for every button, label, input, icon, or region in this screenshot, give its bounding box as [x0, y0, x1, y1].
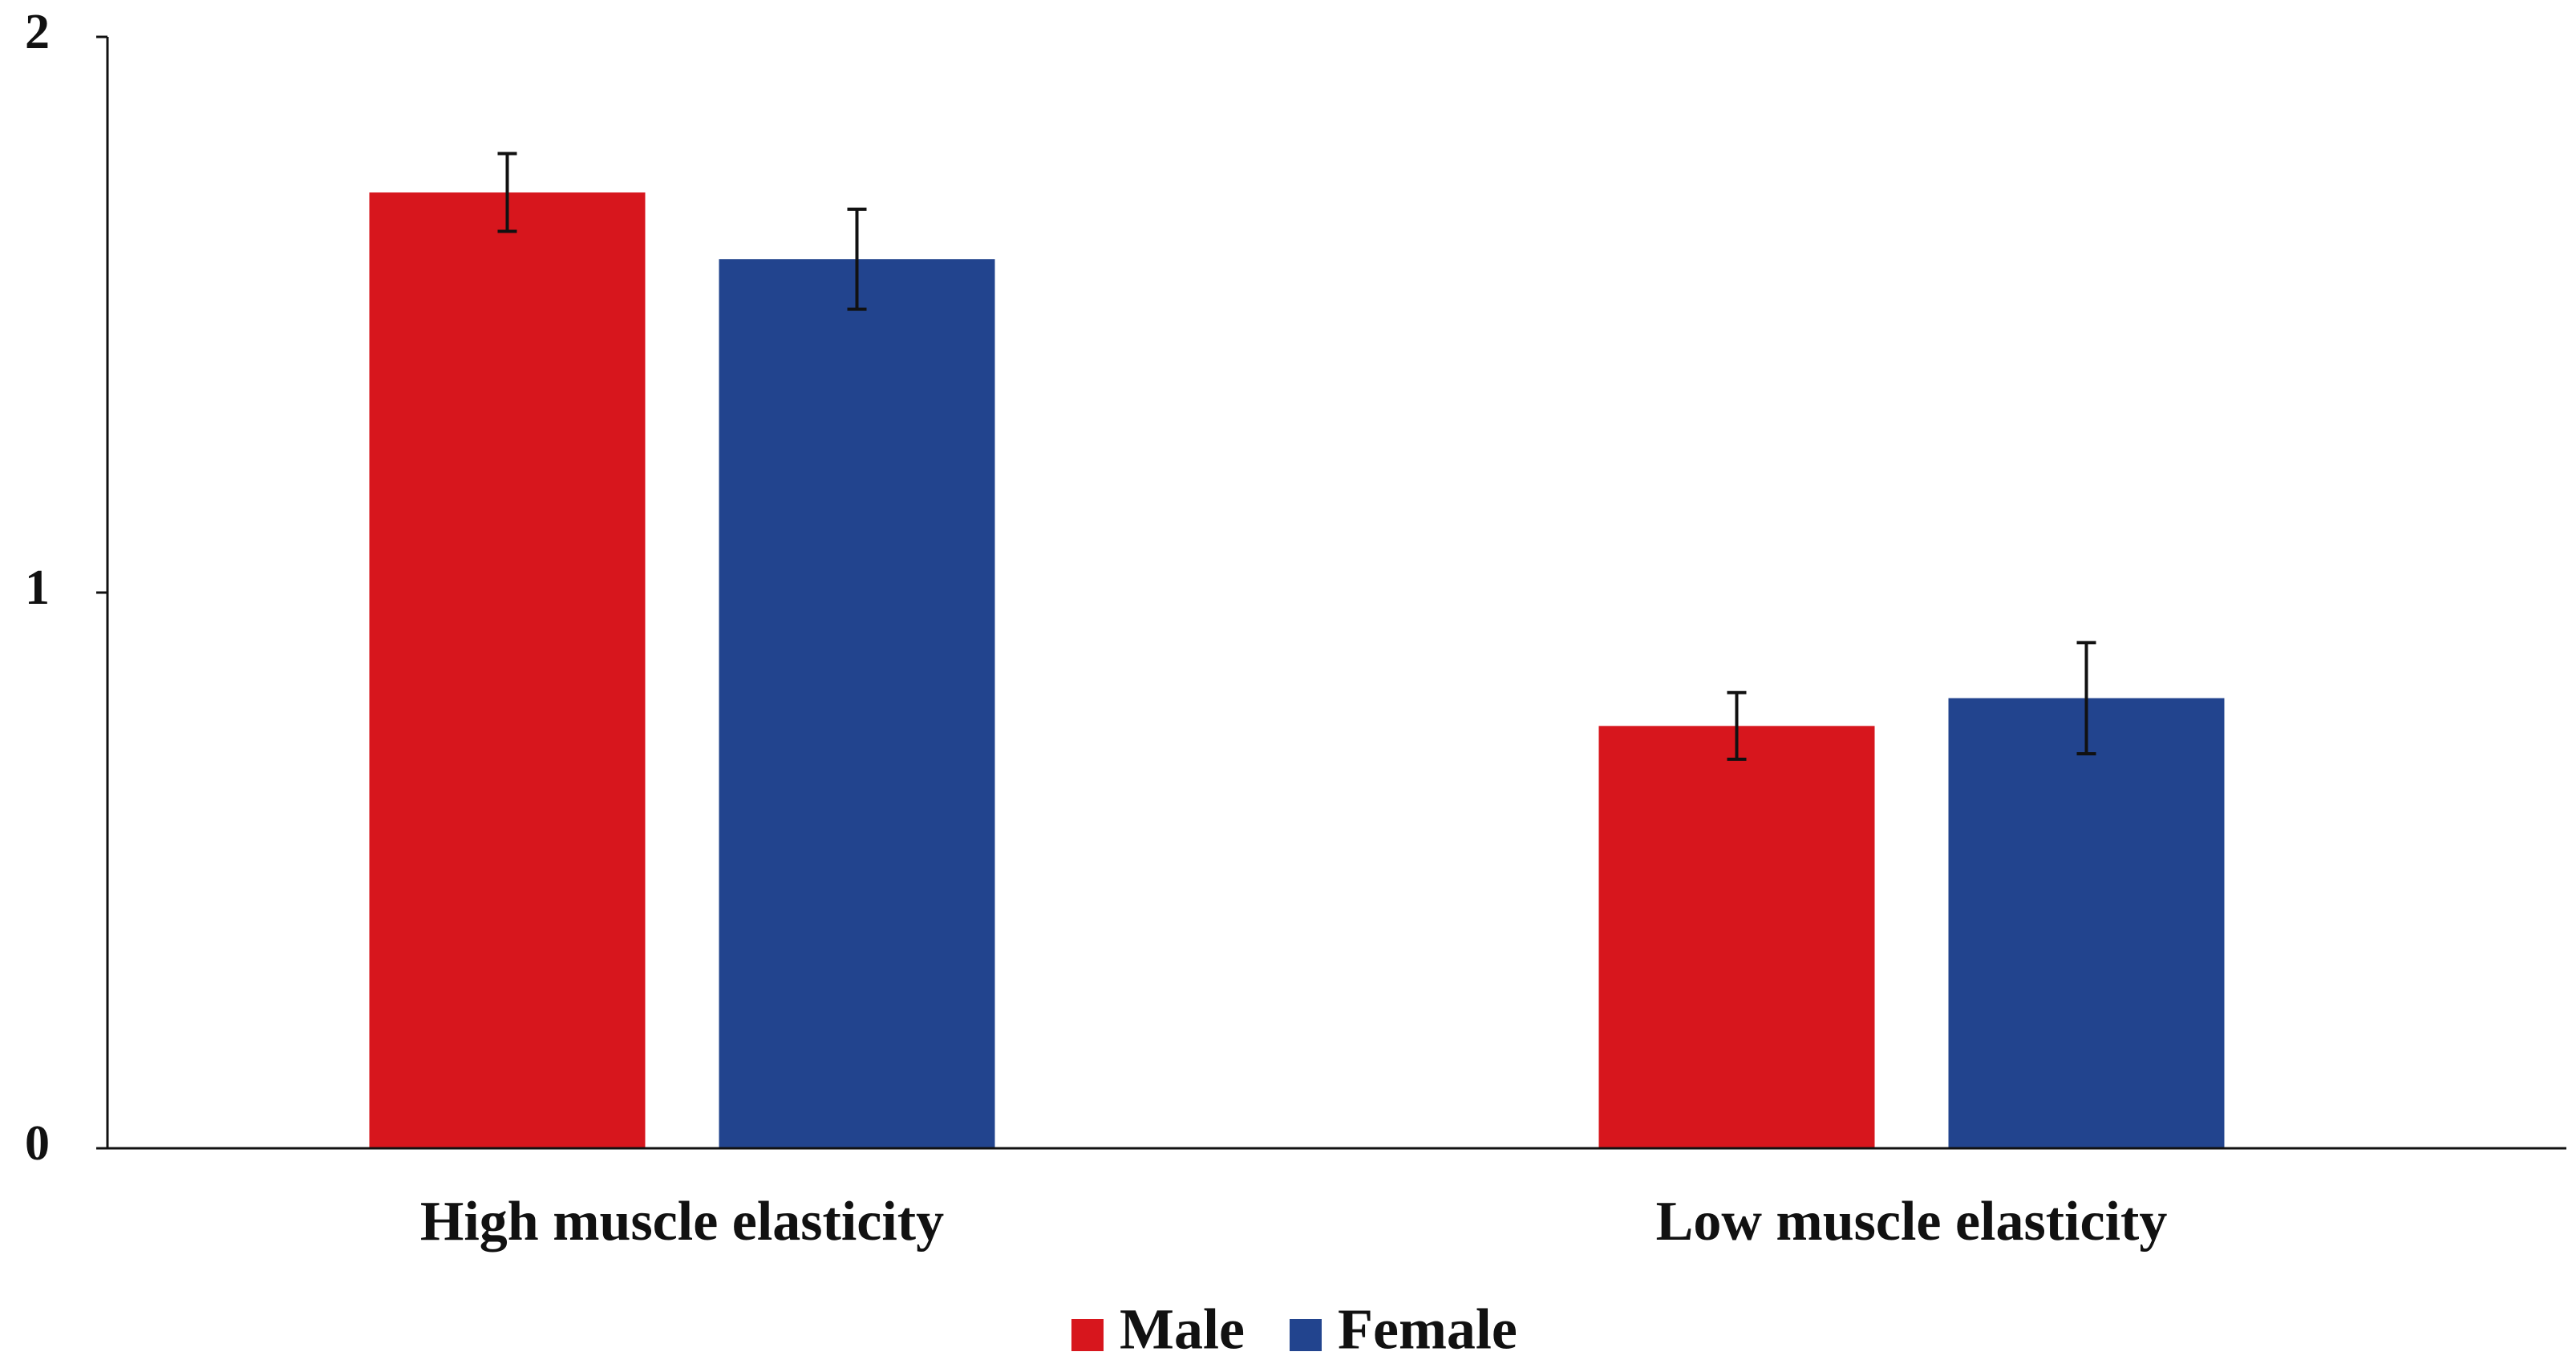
bar-female-high-muscle-elasticity	[719, 259, 995, 1149]
category-labels-layer: High muscle elasticity Low muscle elastic…	[420, 1191, 2167, 1253]
y-tick-label: 1	[25, 561, 50, 615]
bar-male-high-muscle-elasticity	[369, 192, 646, 1148]
error-bars-layer	[497, 152, 2096, 761]
legend-label-female: Female	[1338, 1297, 1517, 1362]
bar-female-low-muscle-elasticity	[1948, 698, 2225, 1148]
bars-layer	[369, 192, 2225, 1149]
error-bar-male-low-muscle-elasticity	[1727, 690, 1747, 761]
legend-swatch-female	[1290, 1319, 1322, 1351]
category-label: Low muscle elasticity	[1656, 1191, 2168, 1253]
bar-male-low-muscle-elasticity	[1598, 726, 1875, 1148]
error-bar-female-high-muscle-elasticity	[847, 207, 867, 311]
error-bar-male-high-muscle-elasticity	[497, 152, 517, 233]
legend-swatch-male	[1071, 1319, 1104, 1351]
y-tick-label: 2	[25, 5, 50, 59]
y-ticks-layer: 0 1 2	[25, 5, 107, 1171]
error-bar-female-low-muscle-elasticity	[2076, 641, 2096, 755]
y-tick-label: 0	[25, 1116, 50, 1171]
category-label: High muscle elasticity	[420, 1191, 944, 1253]
legend: Male Female	[1071, 1297, 1517, 1362]
legend-label-male: Male	[1120, 1297, 1245, 1362]
